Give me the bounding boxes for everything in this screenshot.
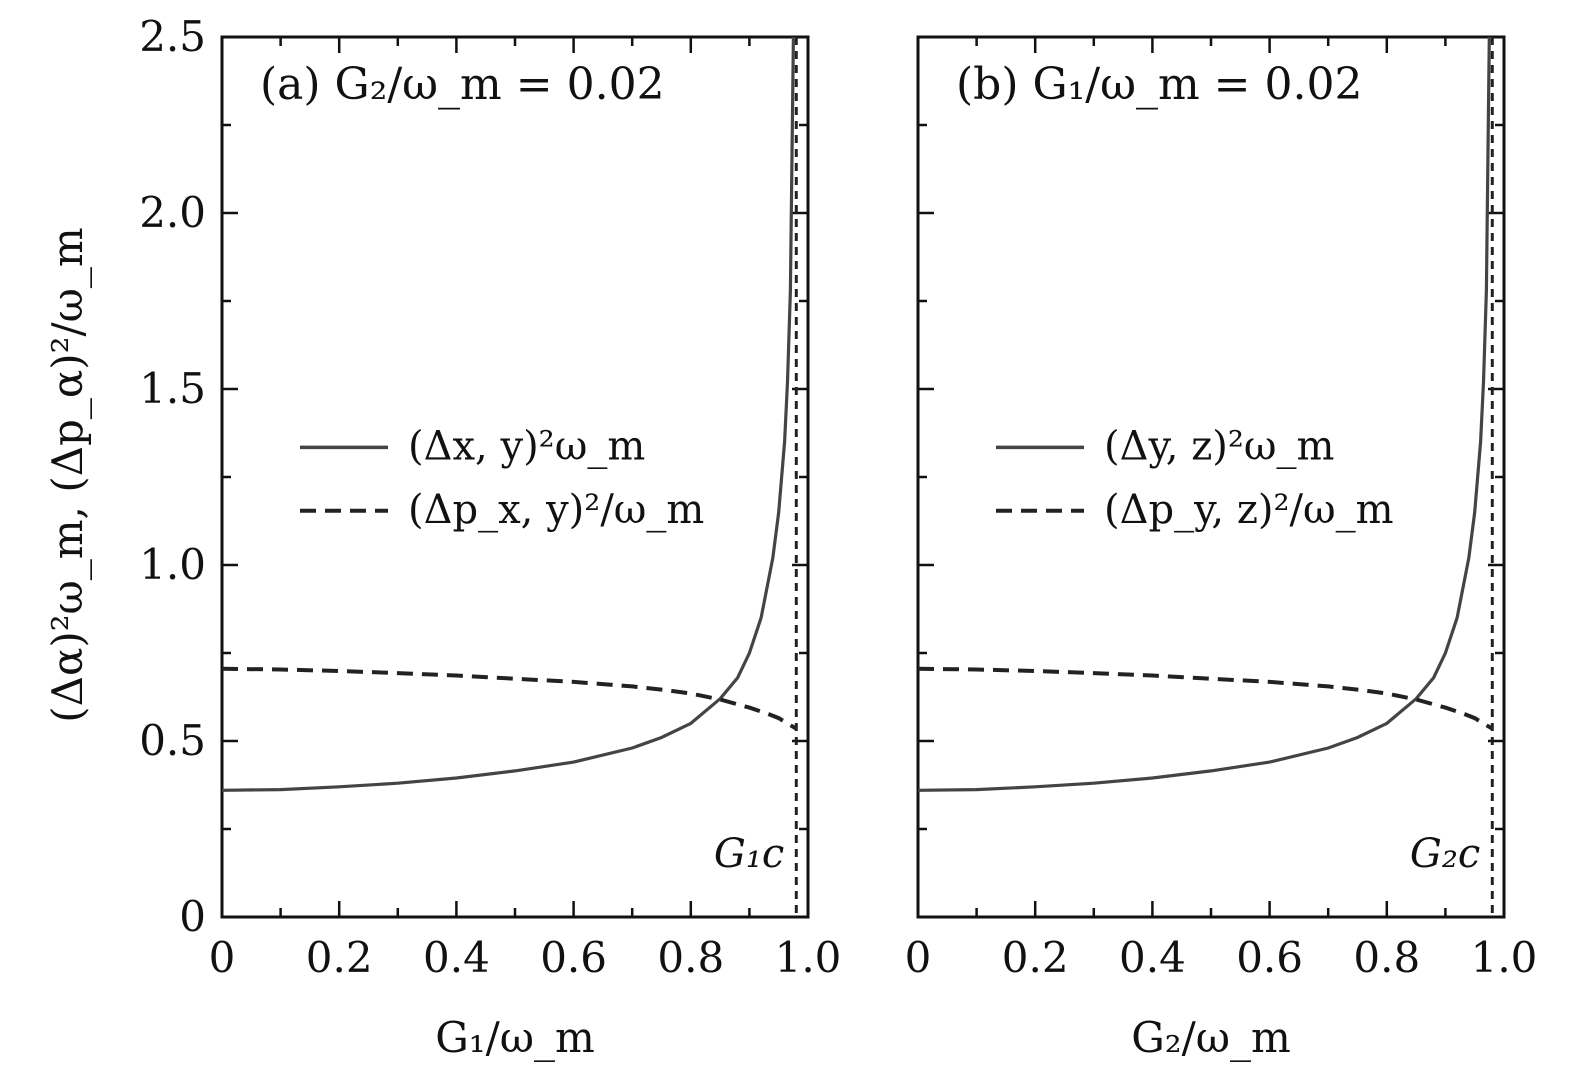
panel-b: 0 0.2 0.4 0.6 0.8 1.0 G₂c (b) G₁/ω_m = 0.02 (Δy,… — [905, 35, 1538, 1062]
legend-label-solid: (Δy, z)²ω_m — [1104, 423, 1334, 469]
series-dashed-line — [918, 666, 1494, 731]
legend: (Δy, z)²ω_m (Δp_y, z)²/ω_m — [996, 423, 1394, 533]
y-tick-label: 1.5 — [139, 364, 206, 413]
legend-label-dashed: (Δp_y, z)²/ω_m — [1104, 487, 1394, 533]
panel-title: (b) G₁/ω_m = 0.02 — [956, 59, 1363, 110]
y-tick-label: 0.5 — [139, 716, 206, 765]
plot-frame — [916, 35, 1506, 919]
x-tick-label: 0 — [209, 933, 236, 982]
x-tick-label: 0.8 — [1353, 933, 1420, 982]
y-tick-label: 0 — [179, 892, 206, 941]
x-tick-label: 1.0 — [775, 933, 842, 982]
x-axis-label: G₂/ω_m — [1131, 1013, 1291, 1062]
y-axis-label: (Δα)²ω_m, (Δp_α)²/ω_m — [43, 227, 92, 723]
x-tick-label: 0.4 — [1119, 933, 1186, 982]
y-tick-label: 2.0 — [139, 188, 206, 237]
x-axis-label: G₁/ω_m — [435, 1013, 595, 1062]
x-tick-label: 0.6 — [1236, 933, 1303, 982]
panel-a: 0 0.2 0.4 0.6 0.8 1.0 0 0.5 1.0 1.5 2.0 2.5 G₁c (a) G… — [139, 12, 841, 1062]
plot-frame — [220, 35, 810, 919]
legend-label-dashed: (Δp_x, y)²/ω_m — [408, 487, 704, 533]
x-tick-label: 1.0 — [1471, 933, 1538, 982]
series-solid-line — [918, 37, 1491, 792]
legend-label-solid: (Δx, y)²ω_m — [408, 423, 645, 469]
series-dashed-line — [222, 666, 798, 731]
y-tick-label: 1.0 — [139, 540, 206, 589]
x-tick-label: 0.6 — [540, 933, 607, 982]
series-solid-line — [222, 37, 795, 792]
legend: (Δx, y)²ω_m (Δp_x, y)²/ω_m — [300, 423, 704, 533]
x-tick-label: 0.2 — [306, 933, 373, 982]
critical-label: G₂c — [1410, 831, 1480, 877]
x-tick-label: 0 — [905, 933, 932, 982]
y-tick-label: 2.5 — [139, 12, 206, 61]
panel-title: (a) G₂/ω_m = 0.02 — [260, 59, 665, 110]
x-tick-label: 0.8 — [657, 933, 724, 982]
x-tick-label: 0.4 — [423, 933, 490, 982]
critical-label: G₁c — [714, 831, 784, 877]
x-tick-label: 0.2 — [1002, 933, 1069, 982]
